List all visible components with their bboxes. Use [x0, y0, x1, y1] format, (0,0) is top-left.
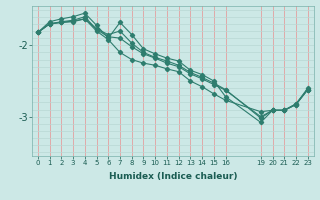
X-axis label: Humidex (Indice chaleur): Humidex (Indice chaleur) [108, 172, 237, 181]
